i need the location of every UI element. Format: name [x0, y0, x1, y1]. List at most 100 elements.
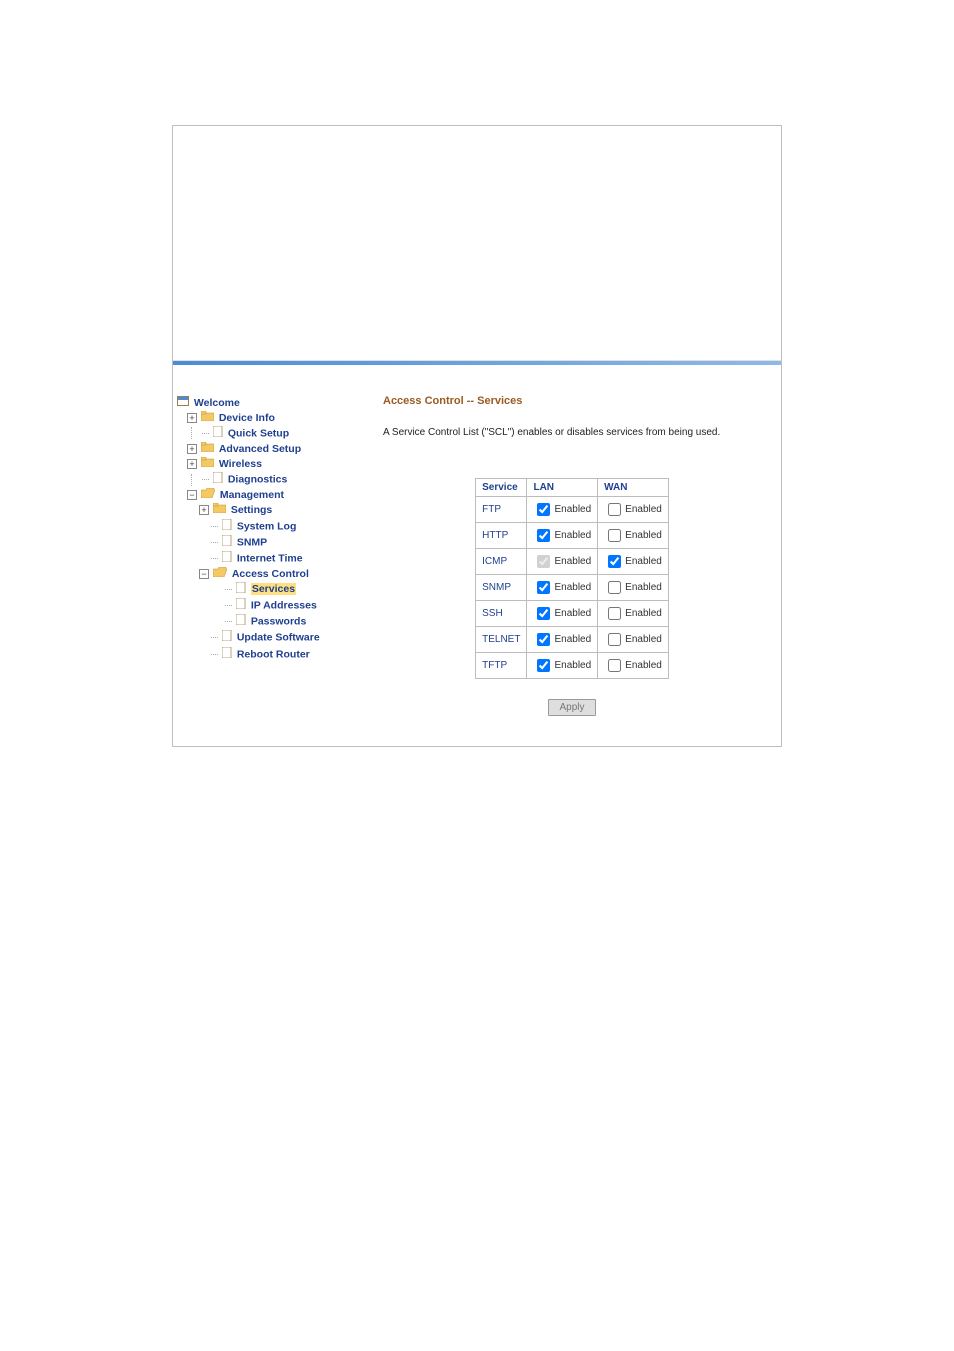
nav-diagnostics[interactable]: Diagnostics	[177, 472, 349, 488]
nav-wireless[interactable]: + Wireless	[177, 457, 349, 472]
nav-quick-setup[interactable]: Quick Setup	[177, 425, 349, 441]
nav-management[interactable]: − Management	[177, 488, 349, 503]
enabled-label: Enabled	[625, 582, 662, 593]
folder-closed-icon	[213, 503, 226, 517]
enabled-label: Enabled	[625, 530, 662, 541]
nav-access-control[interactable]: − Access Control	[177, 566, 349, 581]
wan-checkbox[interactable]	[608, 529, 621, 542]
table-row: ICMP Enabled Enabled	[476, 549, 669, 575]
expander-plus-icon[interactable]: +	[199, 505, 209, 515]
apply-button[interactable]: Apply	[548, 699, 595, 716]
welcome-icon	[177, 396, 189, 410]
wan-cell: Enabled	[598, 601, 669, 627]
lan-cell: Enabled	[527, 653, 598, 679]
enabled-label: Enabled	[554, 530, 591, 541]
folder-open-icon	[213, 567, 227, 581]
page-icon	[213, 472, 223, 487]
folder-closed-icon	[201, 442, 214, 456]
wan-checkbox[interactable]	[608, 607, 621, 620]
nav-passwords[interactable]: Passwords	[177, 614, 349, 630]
expander-plus-icon[interactable]: +	[187, 459, 197, 469]
nav-label: Device Info	[219, 411, 275, 423]
wan-cell: Enabled	[598, 497, 669, 523]
nav-device-info[interactable]: + Device Info	[177, 410, 349, 425]
service-name: SNMP	[476, 575, 527, 601]
col-lan: LAN	[527, 479, 598, 497]
page-icon	[236, 598, 246, 613]
lan-cell: Enabled	[527, 601, 598, 627]
page-icon	[222, 647, 232, 662]
lan-checkbox[interactable]	[537, 503, 550, 516]
wan-checkbox[interactable]	[608, 659, 621, 672]
page-icon	[222, 630, 232, 645]
nav-ip-addresses[interactable]: IP Addresses	[177, 598, 349, 614]
expander-minus-icon[interactable]: −	[199, 569, 209, 579]
expander-plus-icon[interactable]: +	[187, 413, 197, 423]
folder-closed-icon	[201, 411, 214, 425]
table-row: TELNETEnabledEnabled	[476, 627, 669, 653]
enabled-label: Enabled	[625, 556, 662, 567]
wan-checkbox[interactable]	[608, 633, 621, 646]
nav-label: Access Control	[232, 568, 309, 580]
services-table: Service LAN WAN FTPEnabledEnabledHTTPEna…	[475, 478, 669, 679]
nav-advanced-setup[interactable]: + Advanced Setup	[177, 441, 349, 456]
enabled-label: Enabled	[554, 556, 591, 567]
enabled-label: Enabled	[625, 608, 662, 619]
page-icon	[236, 614, 246, 629]
service-name: ICMP	[476, 549, 527, 575]
wan-cell: Enabled	[598, 523, 669, 549]
service-name: TFTP	[476, 653, 527, 679]
nav-internet-time[interactable]: Internet Time	[177, 550, 349, 566]
enabled-label: Enabled	[554, 660, 591, 671]
expander-minus-icon[interactable]: −	[187, 490, 197, 500]
nav-snmp[interactable]: SNMP	[177, 534, 349, 550]
lan-checkbox	[537, 555, 550, 568]
nav-system-log[interactable]: System Log	[177, 518, 349, 534]
wan-checkbox[interactable]	[608, 581, 621, 594]
folder-open-icon	[201, 488, 215, 502]
nav-label: Welcome	[194, 396, 240, 408]
service-name: TELNET	[476, 627, 527, 653]
lan-cell: Enabled	[527, 549, 598, 575]
nav-label: Settings	[231, 504, 272, 516]
lan-checkbox[interactable]	[537, 607, 550, 620]
wan-checkbox[interactable]	[608, 503, 621, 516]
nav-label: Passwords	[251, 616, 306, 628]
nav-reboot-router[interactable]: Reboot Router	[177, 646, 349, 662]
nav-label: Advanced Setup	[219, 443, 301, 455]
nav-welcome[interactable]: Welcome	[177, 395, 349, 410]
col-service: Service	[476, 479, 527, 497]
lan-cell: Enabled	[527, 497, 598, 523]
nav-label: Diagnostics	[228, 473, 288, 485]
lan-checkbox[interactable]	[537, 529, 550, 542]
enabled-label: Enabled	[554, 582, 591, 593]
wan-checkbox[interactable]	[608, 555, 621, 568]
nav-label: Internet Time	[237, 552, 303, 564]
app-body: Welcome + Device Info Quick Setup +	[173, 365, 781, 746]
nav-label: IP Addresses	[251, 599, 317, 611]
enabled-label: Enabled	[625, 504, 662, 515]
service-name: FTP	[476, 497, 527, 523]
nav-tree: Welcome + Device Info Quick Setup +	[173, 365, 353, 746]
enabled-label: Enabled	[554, 608, 591, 619]
wan-cell: Enabled	[598, 653, 669, 679]
outer-frame: Welcome + Device Info Quick Setup +	[172, 125, 782, 747]
nav-update-software[interactable]: Update Software	[177, 630, 349, 646]
col-wan: WAN	[598, 479, 669, 497]
lan-checkbox[interactable]	[537, 659, 550, 672]
nav-label: Reboot Router	[237, 648, 310, 660]
lan-cell: Enabled	[527, 627, 598, 653]
expander-plus-icon[interactable]: +	[187, 444, 197, 454]
folder-closed-icon	[201, 457, 214, 471]
enabled-label: Enabled	[554, 504, 591, 515]
page-description: A Service Control List ("SCL") enables o…	[383, 427, 761, 438]
nav-label: SNMP	[237, 536, 267, 548]
page-icon	[222, 519, 232, 534]
lan-checkbox[interactable]	[537, 633, 550, 646]
page-icon	[222, 535, 232, 550]
nav-label: Wireless	[219, 458, 262, 470]
lan-checkbox[interactable]	[537, 581, 550, 594]
nav-services[interactable]: Services	[177, 582, 349, 598]
table-row: FTP Enabled Enabled	[476, 497, 669, 523]
nav-settings[interactable]: + Settings	[177, 503, 349, 518]
